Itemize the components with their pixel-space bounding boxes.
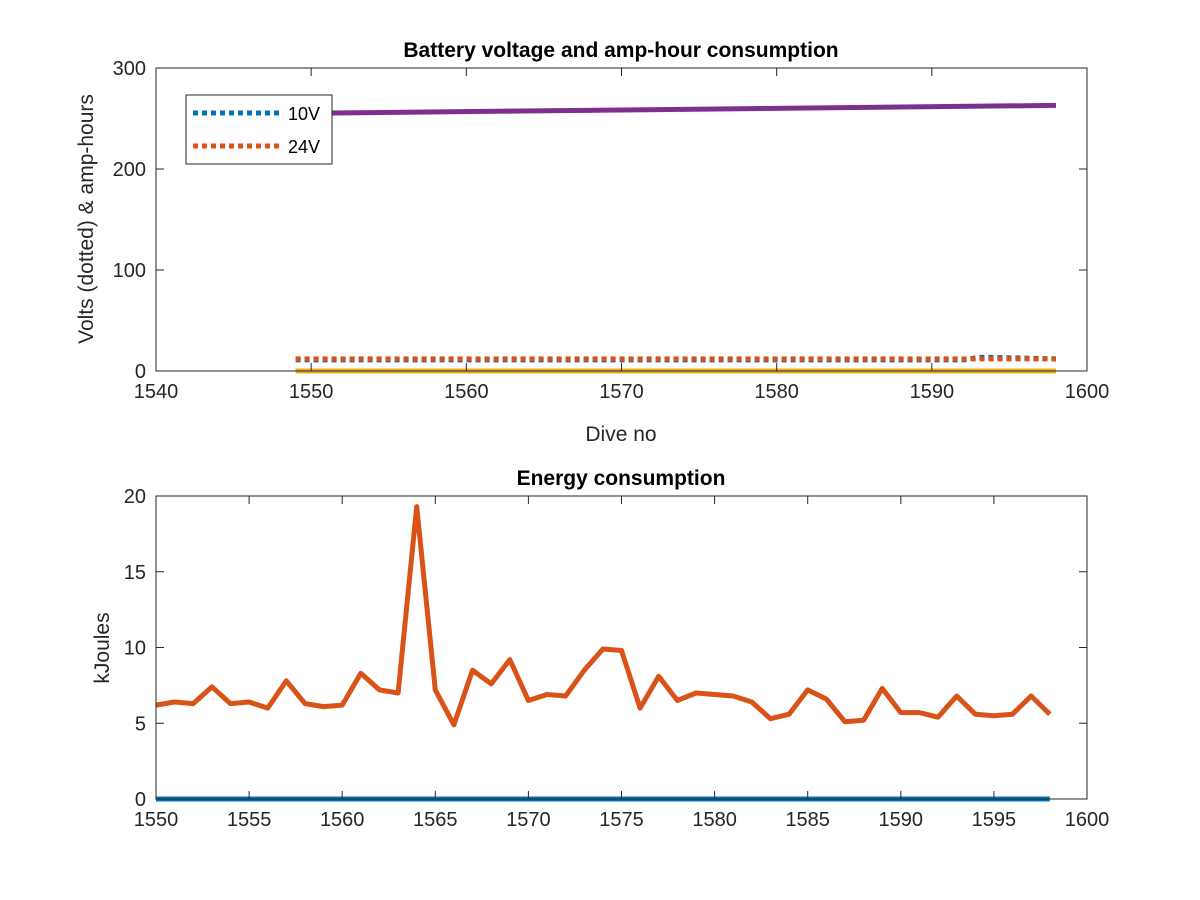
energy-x-tick-label: 1560 — [320, 809, 365, 831]
energy-chart: 1550 1555 1560 1565 1570 1575 1580 1585 1590 1595… — [91, 467, 1109, 831]
battery-x-tick-label: 1590 — [910, 381, 955, 403]
battery-x-ticks: 1540 1550 1560 1570 1580 1590 1600 — [134, 68, 1110, 403]
energy-y-tick-label: 10 — [124, 638, 146, 660]
energy-y-axis-label: kJoules — [91, 612, 114, 683]
energy-x-tick-label: 1595 — [972, 809, 1017, 831]
energy-y-tick-label: 0 — [135, 789, 146, 811]
battery-chart-title: Battery voltage and amp-hour consumption — [403, 39, 838, 62]
battery-legend: 10V 24V — [185, 94, 333, 165]
energy-plot-area — [156, 496, 1087, 799]
energy-x-tick-label: 1555 — [227, 809, 272, 831]
energy-x-tick-label: 1580 — [692, 809, 737, 831]
battery-chart: 1540 1550 1560 1570 1580 1590 1600 0100200300 … — [75, 39, 1109, 446]
energy-x-tick-label: 1590 — [879, 809, 924, 831]
energy-x-tick-label: 1600 — [1065, 809, 1110, 831]
battery-x-tick-label: 1580 — [754, 381, 799, 403]
battery-y-tick-label: 0 — [135, 361, 146, 383]
energy-y-tick-label: 15 — [124, 562, 146, 584]
legend-label-24v: 24V — [288, 137, 320, 157]
battery-x-tick-label: 1600 — [1065, 381, 1110, 403]
battery-x-tick-label: 1570 — [599, 381, 644, 403]
energy-x-tick-label: 1570 — [506, 809, 551, 831]
battery-x-axis-label: Dive no — [585, 423, 656, 446]
battery-series-line-2 — [295, 102, 1057, 116]
battery-x-tick-label: 1540 — [134, 381, 179, 403]
energy-y-tick-label: 20 — [124, 486, 146, 508]
legend-box — [185, 94, 333, 165]
energy-chart-title: Energy consumption — [517, 467, 726, 490]
battery-y-ticks: 0 100 200 300 — [113, 58, 1087, 383]
battery-x-tick-label: 1560 — [444, 381, 489, 403]
energy-x-tick-label: 1550 — [134, 809, 179, 831]
energy-x-tick-label: 1565 — [413, 809, 458, 831]
battery-x-tick-label: 1550 — [289, 381, 334, 403]
energy-series-line-1 — [155, 504, 1052, 728]
legend-label-10v: 10V — [288, 104, 320, 124]
battery-y-axis-label: Volts (dotted) & amp-hours — [75, 94, 98, 344]
energy-y-ticks: 0 5 10 15 20 — [124, 486, 1087, 811]
energy-x-tick-label: 1585 — [785, 809, 830, 831]
energy-x-tick-label: 1575 — [599, 809, 644, 831]
energy-y-tick-label: 5 — [135, 713, 146, 735]
battery-y-tick-label: 100 — [113, 260, 146, 282]
battery-y-tick-label: 300 — [113, 58, 146, 80]
battery-y-tick-label: 200 — [113, 159, 146, 181]
energy-x-ticks: 1550 1555 1560 1565 1570 1575 1580 1585 1590 1595… — [134, 496, 1110, 831]
